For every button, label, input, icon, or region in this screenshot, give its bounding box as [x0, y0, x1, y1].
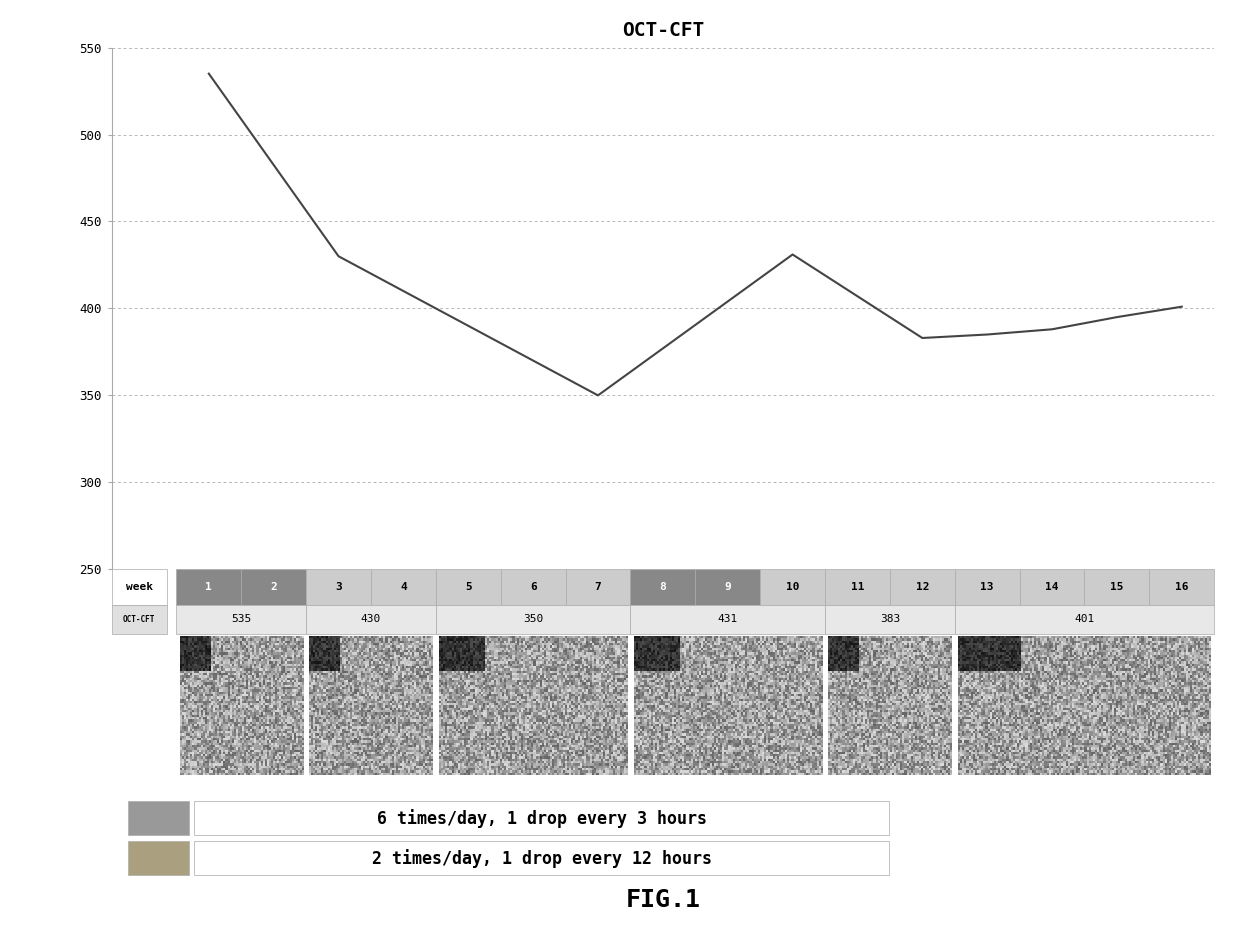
Bar	[890, 570, 955, 606]
Text: 13: 13	[980, 582, 994, 592]
Text: 11: 11	[851, 582, 865, 592]
Bar	[955, 570, 1020, 606]
Bar	[306, 570, 370, 606]
Text: week: week	[125, 582, 152, 592]
Text: 1: 1	[206, 582, 212, 592]
Bar	[1084, 570, 1150, 606]
Text: 2: 2	[270, 582, 278, 592]
Text: 535: 535	[232, 614, 252, 625]
Text: 16: 16	[1175, 582, 1188, 592]
Text: 8: 8	[659, 582, 667, 592]
Bar	[128, 802, 188, 835]
Text: 7: 7	[595, 582, 601, 592]
Bar	[242, 570, 306, 606]
Bar	[825, 570, 890, 606]
Bar	[195, 842, 888, 875]
Bar	[306, 606, 436, 633]
Bar	[955, 606, 1214, 633]
Bar	[631, 570, 695, 606]
Bar	[195, 802, 888, 835]
Text: FIG.1: FIG.1	[626, 888, 700, 912]
Text: 401: 401	[1074, 614, 1094, 625]
Bar	[436, 606, 631, 633]
Bar	[128, 842, 188, 875]
Text: 10: 10	[786, 582, 799, 592]
Bar	[565, 570, 631, 606]
Text: 14: 14	[1046, 582, 1059, 592]
Text: 3: 3	[336, 582, 342, 592]
Text: 5: 5	[465, 582, 472, 592]
Text: 350: 350	[523, 614, 543, 625]
Text: 383: 383	[880, 614, 900, 625]
Text: OCT-CFT: OCT-CFT	[123, 615, 155, 624]
Bar	[761, 570, 825, 606]
Bar	[1150, 570, 1214, 606]
Bar	[695, 570, 761, 606]
Title: OCT-CFT: OCT-CFT	[622, 22, 704, 41]
Bar	[176, 570, 242, 606]
Text: 2 times/day, 1 drop every 12 hours: 2 times/day, 1 drop every 12 hours	[372, 848, 711, 867]
Bar	[501, 570, 565, 606]
Text: 430: 430	[361, 614, 382, 625]
Text: 431: 431	[717, 614, 738, 625]
Text: 4: 4	[400, 582, 406, 592]
Bar	[370, 570, 436, 606]
Text: 12: 12	[916, 582, 929, 592]
Bar	[176, 606, 306, 633]
Bar	[631, 606, 825, 633]
Text: 9: 9	[725, 582, 731, 592]
Bar	[825, 606, 955, 633]
Text: 15: 15	[1110, 582, 1124, 592]
Bar	[112, 570, 166, 606]
Bar	[112, 606, 166, 633]
Bar	[1020, 570, 1084, 606]
Text: 6 times/day, 1 drop every 3 hours: 6 times/day, 1 drop every 3 hours	[377, 808, 706, 827]
Text: 6: 6	[530, 582, 536, 592]
Bar	[436, 570, 501, 606]
